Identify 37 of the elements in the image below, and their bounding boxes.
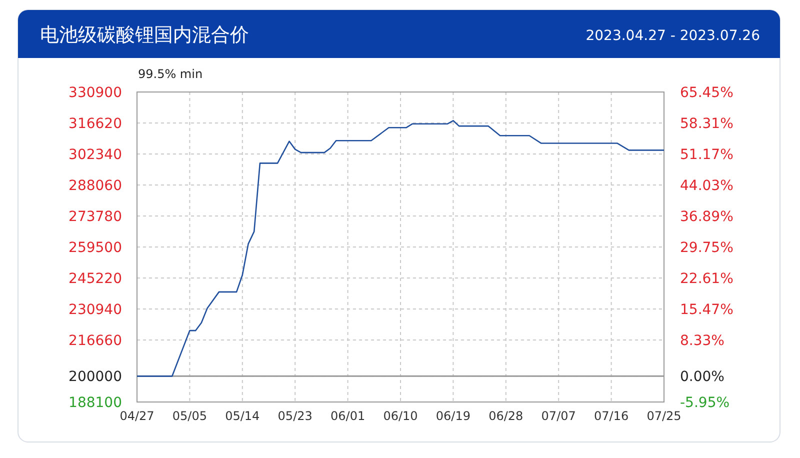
y-tick-label: 259500 bbox=[68, 240, 122, 256]
line-series bbox=[136, 120, 665, 377]
x-tick-label: 05/14 bbox=[225, 409, 260, 423]
x-tick-label: 06/28 bbox=[488, 409, 524, 423]
y-tick-label: 188100 bbox=[68, 394, 122, 411]
x-tick-label: 06/01 bbox=[330, 409, 366, 423]
y-tick-label: 288060 bbox=[68, 178, 122, 194]
x-tick-label: 05/05 bbox=[172, 409, 207, 423]
y2-tick-label: -5.95% bbox=[680, 394, 730, 411]
chart-subtitle: 2023.04.27 - 2023.07.26 bbox=[586, 28, 760, 44]
y-tick-label: 316620 bbox=[68, 116, 122, 132]
y2-tick-label: 44.03% bbox=[680, 178, 734, 194]
y2-tick-label: 58.31% bbox=[680, 116, 734, 132]
x-tick-label: 07/16 bbox=[594, 409, 629, 423]
y2-tick-label: 15.47% bbox=[680, 302, 734, 318]
y2-tick-label: 22.61% bbox=[680, 270, 734, 287]
x-tick-label: 05/23 bbox=[278, 409, 312, 423]
x-tick-label: 07/25 bbox=[646, 409, 682, 423]
x-tick-label: 04/27 bbox=[120, 409, 154, 423]
text: 99.5% min bbox=[138, 67, 203, 81]
y-tick-label: 245220 bbox=[68, 270, 122, 287]
y2-tick-label: 36.89% bbox=[680, 208, 734, 225]
y2-tick-label: 65.45% bbox=[680, 84, 734, 101]
y2-tick-label: 8.33% bbox=[680, 332, 724, 349]
x-tick-label: 06/10 bbox=[383, 409, 418, 423]
y2-tick-label: 29.75% bbox=[680, 240, 734, 256]
y-tick-label: 216660 bbox=[68, 332, 122, 349]
y-tick-label: 273780 bbox=[68, 208, 122, 225]
x-tick-label: 06/19 bbox=[436, 409, 470, 423]
x-tick-label: 07/07 bbox=[541, 409, 576, 423]
y-tick-label: 230940 bbox=[68, 302, 122, 318]
chart-title: 电池级碳酸锂国内混合价 bbox=[40, 24, 249, 46]
y2-tick-label: 51.17% bbox=[680, 146, 734, 163]
y2-tick-label: 0.00% bbox=[680, 369, 724, 386]
y-tick-label: 302340 bbox=[68, 146, 122, 163]
y-tick-label: 200000 bbox=[68, 369, 122, 386]
y-tick-label: 330900 bbox=[68, 84, 122, 101]
